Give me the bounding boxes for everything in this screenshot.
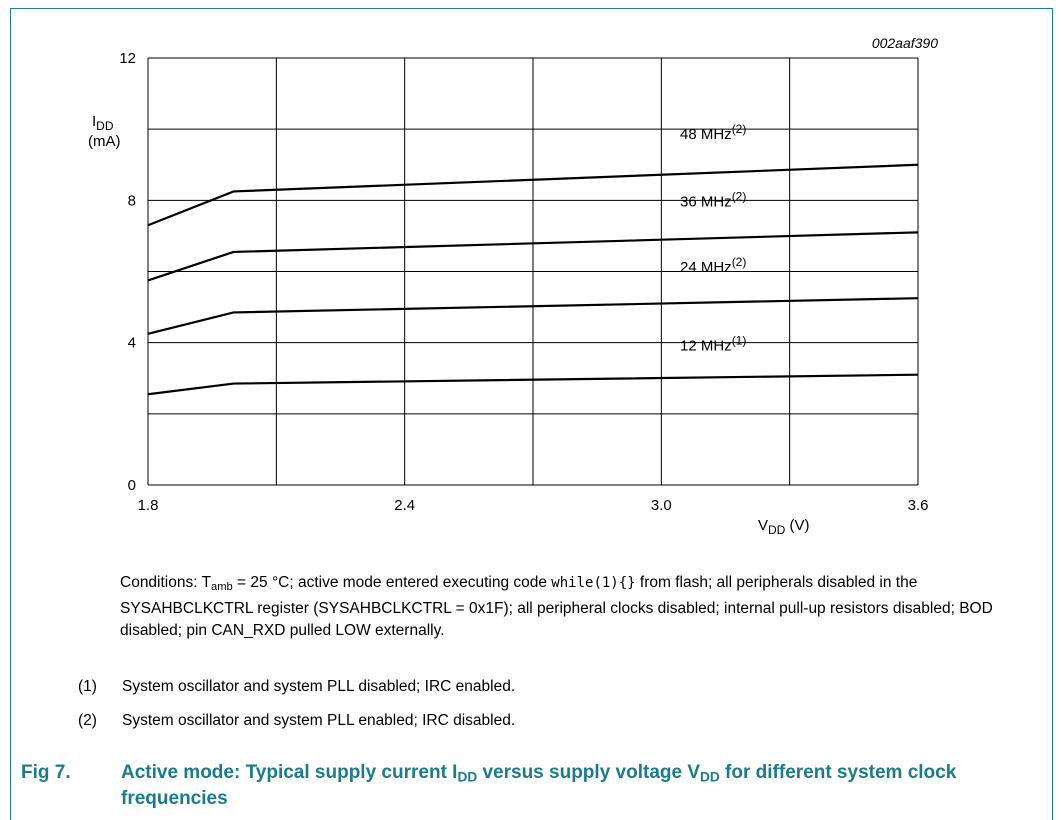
chart-grid <box>147 57 919 486</box>
series-label-2: 24 MHz(2) <box>680 255 746 276</box>
y-tick-label-3: 12 <box>119 50 136 67</box>
x-tick-label-1: 2.4 <box>394 497 415 514</box>
series-line-0 <box>147 163 919 227</box>
figure-code: 002aaf390 <box>872 35 938 51</box>
series-line-3 <box>147 373 919 396</box>
figure-frame <box>10 8 1053 820</box>
chart: 1.8 2.4 3.0 3.6 0 4 8 12 48 MHz(2) 36 MHz(2) 24 M… <box>88 35 938 537</box>
conditions-text: Conditions: Tamb = 25 °C; active mode en… <box>120 574 993 639</box>
series-label-0: 48 MHz(2) <box>680 122 746 143</box>
x-tick-label-3: 3.6 <box>908 497 929 514</box>
x-tick-label-0: 1.8 <box>138 497 159 514</box>
series-line-1 <box>147 231 919 282</box>
chart-series <box>147 163 919 396</box>
footnote-2: (2) System oscillator and system PLL enab… <box>78 712 516 729</box>
y-tick-label-0: 0 <box>128 477 136 494</box>
y-tick-label-1: 4 <box>128 335 136 352</box>
series-line-2 <box>147 297 919 335</box>
y-axis-label: IDD <box>92 113 114 133</box>
footnote-1: (1) System oscillator and system PLL disa… <box>78 678 516 695</box>
chart-labels: 48 MHz(2) 36 MHz(2) 24 MHz(2) 12 MHz(1) <box>680 122 746 355</box>
series-label-1: 36 MHz(2) <box>680 189 746 210</box>
x-axis-label: VDD (V) <box>758 517 810 537</box>
figure-title: Active mode: Typical supply current IDD … <box>121 762 957 810</box>
y-axis-unit: (mA) <box>88 133 121 150</box>
x-tick-label-2: 3.0 <box>651 497 672 514</box>
y-tick-label-2: 8 <box>128 192 136 209</box>
series-label-3: 12 MHz(1) <box>680 334 746 355</box>
chart-ticks: 1.8 2.4 3.0 3.6 0 4 8 12 <box>119 50 928 514</box>
figure-number: Fig 7. <box>21 762 71 783</box>
